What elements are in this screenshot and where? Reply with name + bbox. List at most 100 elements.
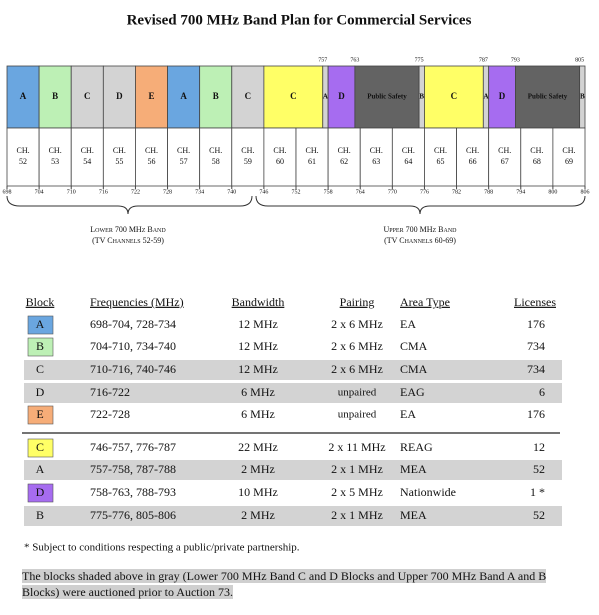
freq-tick-label: 716 bbox=[99, 189, 108, 195]
channel-prefix: CH. bbox=[113, 146, 126, 155]
block-label: Public Safety bbox=[367, 93, 407, 101]
freq-tick-label: 728 bbox=[163, 189, 172, 195]
band-block bbox=[38, 65, 72, 129]
channel-number: 65 bbox=[437, 157, 445, 166]
table-cell: 22 MHz bbox=[238, 440, 278, 454]
channel-number: 66 bbox=[469, 157, 477, 166]
footnote: * Subject to conditions respecting a pub… bbox=[24, 542, 300, 554]
table-cell: 1 * bbox=[530, 485, 545, 499]
freq-tick-label: 734 bbox=[195, 189, 204, 195]
note: The blocks shaded above in gray (Lower 7… bbox=[22, 568, 562, 600]
channel-prefix: CH. bbox=[145, 146, 158, 155]
table-cell: EA bbox=[400, 317, 416, 331]
freq-tick-label: 704 bbox=[35, 189, 44, 195]
block-swatch bbox=[27, 315, 54, 335]
block-swatch bbox=[27, 405, 54, 425]
row-shade bbox=[24, 460, 562, 480]
top-freq-label: 775 bbox=[415, 57, 424, 63]
freq-tick-label: 770 bbox=[388, 189, 397, 195]
channel-prefix: CH. bbox=[273, 146, 286, 155]
table-cell: unpaired bbox=[338, 387, 377, 399]
band-block bbox=[515, 65, 581, 129]
channel-number: 58 bbox=[212, 157, 220, 166]
band-block bbox=[263, 65, 324, 129]
table-cell: MEA bbox=[400, 462, 427, 476]
band-channels: (TV Channels 60-69) bbox=[384, 236, 456, 245]
table-cell: unpaired bbox=[338, 409, 377, 421]
note-text: The blocks shaded above in gray (Lower 7… bbox=[22, 569, 547, 599]
table-cell: 176 bbox=[527, 317, 545, 331]
channel-number: 57 bbox=[180, 157, 188, 166]
channel-prefix: CH. bbox=[305, 146, 318, 155]
table-cell: 2 x 1 MHz bbox=[331, 508, 383, 522]
freq-tick-label: 782 bbox=[452, 189, 461, 195]
block-label: E bbox=[148, 91, 154, 101]
channel-cell bbox=[102, 127, 136, 187]
block-label: A bbox=[180, 91, 187, 101]
channel-prefix: CH. bbox=[530, 146, 543, 155]
channel-cell bbox=[38, 127, 72, 187]
channel-prefix: CH. bbox=[209, 146, 222, 155]
top-freq-label: 787 bbox=[479, 57, 488, 63]
channel-number: 62 bbox=[340, 157, 348, 166]
table-cell: 52 bbox=[533, 462, 545, 476]
block-label: C bbox=[245, 91, 252, 101]
table-cell: EA bbox=[400, 407, 416, 421]
table-cell: MEA bbox=[400, 508, 427, 522]
freq-tick-label: 722 bbox=[131, 189, 140, 195]
table-cell: B bbox=[36, 339, 44, 353]
band-name: Upper 700 MHz Band bbox=[383, 225, 457, 234]
channel-cell bbox=[327, 127, 361, 187]
freq-tick-label: 752 bbox=[292, 189, 301, 195]
table-cell: 734 bbox=[527, 339, 545, 353]
channel-number: 69 bbox=[565, 157, 573, 166]
block-label: C bbox=[290, 91, 297, 101]
table-cell: 2 x 1 MHz bbox=[331, 462, 383, 476]
channel-cell bbox=[263, 127, 297, 187]
freq-tick-label: 776 bbox=[420, 189, 429, 195]
channel-prefix: CH. bbox=[402, 146, 415, 155]
channel-number: 55 bbox=[115, 157, 123, 166]
table-cell: 2 x 5 MHz bbox=[331, 485, 383, 499]
channel-cell bbox=[6, 127, 40, 187]
channel-prefix: CH. bbox=[241, 146, 254, 155]
table-cell: 716-722 bbox=[90, 385, 130, 399]
channel-prefix: CH. bbox=[49, 146, 62, 155]
table-cell: CMA bbox=[400, 339, 428, 353]
channel-cell bbox=[199, 127, 233, 187]
channel-cell bbox=[231, 127, 265, 187]
freq-tick-label: 800 bbox=[548, 189, 557, 195]
table-cell: 722-728 bbox=[90, 407, 130, 421]
row-shade bbox=[24, 383, 562, 403]
table-cell: 2 x 6 MHz bbox=[331, 317, 383, 331]
channel-number: 60 bbox=[276, 157, 284, 166]
table-header: Pairing bbox=[340, 295, 375, 309]
table-cell: 2 x 6 MHz bbox=[331, 339, 383, 353]
table-cell: 757-758, 787-788 bbox=[90, 462, 176, 476]
table-cell: 12 MHz bbox=[238, 362, 278, 376]
channel-cell bbox=[70, 127, 104, 187]
table-cell: CMA bbox=[400, 362, 428, 376]
channel-cell bbox=[488, 127, 522, 187]
table-header: Frequencies (MHz) bbox=[90, 295, 184, 309]
table-cell: 52 bbox=[533, 508, 545, 522]
table-cell: 2 x 11 MHz bbox=[328, 440, 385, 454]
channel-prefix: CH. bbox=[370, 146, 383, 155]
band-name: Lower 700 MHz Band bbox=[90, 225, 166, 234]
channel-prefix: CH. bbox=[562, 146, 575, 155]
table-cell: 704-710, 734-740 bbox=[90, 339, 176, 353]
channel-number: 68 bbox=[533, 157, 541, 166]
block-label: D bbox=[116, 91, 123, 101]
table-cell: 6 MHz bbox=[241, 385, 275, 399]
table-cell: 10 MHz bbox=[238, 485, 278, 499]
table-cell: C bbox=[36, 362, 44, 376]
channel-number: 52 bbox=[19, 157, 27, 166]
freq-tick-label: 794 bbox=[516, 189, 525, 195]
freq-tick-label: 746 bbox=[259, 189, 268, 195]
block-label: B bbox=[419, 93, 424, 101]
table-cell: 6 bbox=[539, 385, 545, 399]
title: Revised 700 MHz Band Plan for Commercial… bbox=[127, 12, 472, 28]
band-block bbox=[167, 65, 201, 129]
block-label: C bbox=[84, 91, 91, 101]
